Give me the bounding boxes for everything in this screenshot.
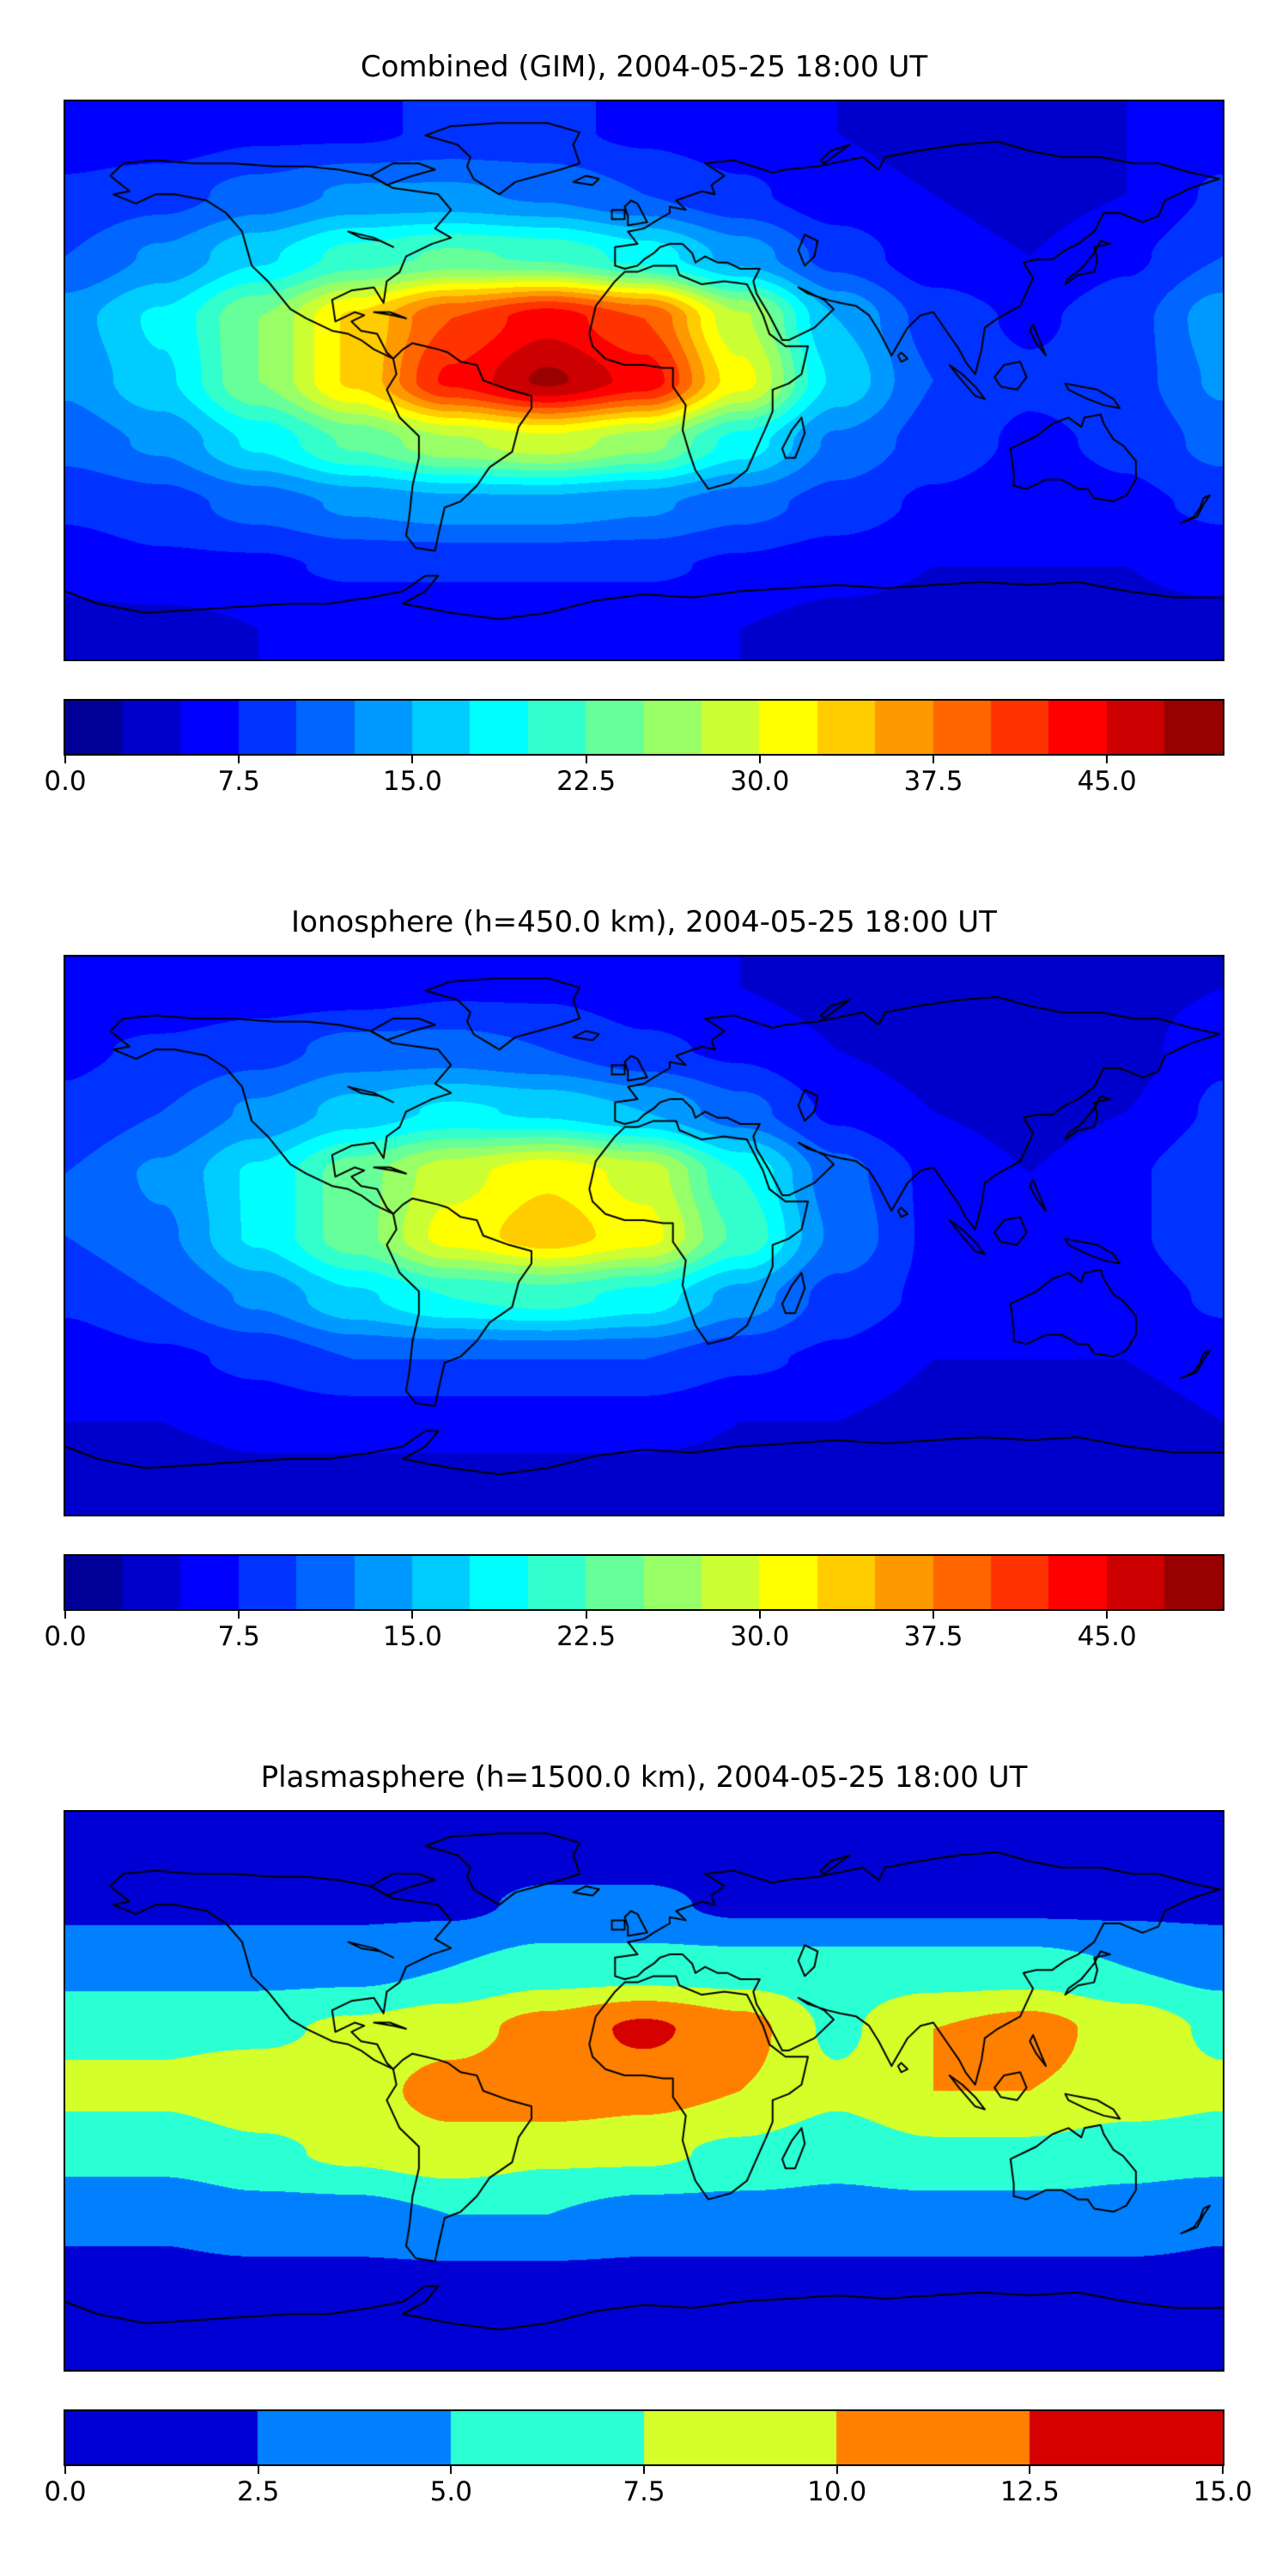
colorbar-tick-labels-plasmasphere: 0.0 2.5 5.0 7.5 10.0 12.5 15.0 bbox=[44, 2466, 1253, 2516]
colorbar-tick-label: 0.0 bbox=[44, 766, 87, 797]
colorbar-tick-label: 30.0 bbox=[730, 766, 790, 797]
colorbar-canvas-ionosphere bbox=[64, 1554, 1224, 1611]
map-canvas-plasmasphere bbox=[64, 1810, 1224, 2372]
panel-combined: Combined (GIM), 2004-05-25 18:00 UT 0.0 7… bbox=[44, 50, 1288, 805]
colorbar-tick-label: 37.5 bbox=[903, 1621, 963, 1652]
colorbar-tick bbox=[1106, 756, 1109, 763]
colorbar-tick-label: 15.0 bbox=[382, 1621, 442, 1652]
colorbar-tick-label: 12.5 bbox=[999, 2476, 1060, 2507]
colorbar-tick-label: 7.5 bbox=[623, 2476, 665, 2507]
colorbar-tick bbox=[1106, 1611, 1109, 1619]
colorbar-tick-label: 0.0 bbox=[44, 1621, 87, 1652]
colorbar-canvas-combined bbox=[64, 699, 1224, 756]
colorbar-tick bbox=[643, 2466, 645, 2474]
colorbar-tick bbox=[238, 756, 240, 763]
panel-plasmasphere: Plasmasphere (h=1500.0 km), 2004-05-25 1… bbox=[44, 1760, 1288, 2516]
colorbar-tick-label: 7.5 bbox=[217, 1621, 260, 1652]
colorbar-tick-label: 22.5 bbox=[556, 1621, 617, 1652]
colorbar-tick-label: 22.5 bbox=[556, 766, 617, 797]
panel-title-plasmasphere: Plasmasphere (h=1500.0 km), 2004-05-25 1… bbox=[260, 1760, 1028, 1795]
colorbar-tick bbox=[257, 2466, 259, 2474]
colorbar-tick bbox=[64, 1611, 66, 1619]
colorbar-tick-label: 10.0 bbox=[807, 2476, 867, 2507]
colorbar-tick-label: 5.0 bbox=[429, 2476, 472, 2507]
colorbar-canvas-plasmasphere bbox=[64, 2409, 1224, 2466]
panel-title-combined: Combined (GIM), 2004-05-25 18:00 UT bbox=[360, 50, 928, 84]
panel-title-ionosphere: Ionosphere (h=450.0 km), 2004-05-25 18:0… bbox=[291, 905, 997, 939]
colorbar-tick bbox=[64, 756, 66, 763]
colorbar-plasmasphere: 0.0 2.5 5.0 7.5 10.0 12.5 15.0 bbox=[44, 2409, 1253, 2516]
colorbar-tick bbox=[933, 1611, 934, 1619]
colorbar-tick-label: 37.5 bbox=[903, 766, 963, 797]
colorbar-tick bbox=[1222, 2466, 1224, 2474]
colorbar-tick bbox=[64, 2466, 66, 2474]
figure: Combined (GIM), 2004-05-25 18:00 UT 0.0 7… bbox=[44, 50, 1288, 2516]
map-canvas-ionosphere bbox=[64, 955, 1224, 1516]
colorbar-ionosphere: 0.0 7.5 15.0 22.5 30.0 37.5 45.0 bbox=[44, 1554, 1224, 1661]
colorbar-tick-label: 30.0 bbox=[730, 1621, 790, 1652]
colorbar-tick bbox=[758, 756, 761, 763]
map-canvas-combined bbox=[64, 100, 1224, 661]
colorbar-tick bbox=[585, 1611, 587, 1619]
colorbar-tick-label: 45.0 bbox=[1077, 766, 1137, 797]
colorbar-tick-label: 45.0 bbox=[1077, 1621, 1137, 1652]
colorbar-tick bbox=[238, 1611, 240, 1619]
colorbar-tick bbox=[1029, 2466, 1031, 2474]
colorbar-tick bbox=[411, 1611, 414, 1619]
colorbar-tick bbox=[758, 1611, 761, 1619]
panel-ionosphere: Ionosphere (h=450.0 km), 2004-05-25 18:0… bbox=[44, 905, 1288, 1661]
colorbar-tick bbox=[450, 2466, 453, 2474]
colorbar-tick-label: 15.0 bbox=[382, 766, 442, 797]
colorbar-combined: 0.0 7.5 15.0 22.5 30.0 37.5 45.0 bbox=[44, 699, 1224, 805]
colorbar-tick-label: 0.0 bbox=[44, 2476, 87, 2507]
colorbar-tick-label: 2.5 bbox=[237, 2476, 280, 2507]
colorbar-tick-labels-combined: 0.0 7.5 15.0 22.5 30.0 37.5 45.0 bbox=[44, 756, 1223, 805]
colorbar-tick-label: 15.0 bbox=[1193, 2476, 1253, 2507]
colorbar-tick bbox=[933, 756, 934, 763]
colorbar-tick bbox=[411, 756, 414, 763]
colorbar-tick-labels-ionosphere: 0.0 7.5 15.0 22.5 30.0 37.5 45.0 bbox=[44, 1611, 1223, 1661]
colorbar-tick bbox=[835, 2466, 838, 2474]
colorbar-tick bbox=[585, 756, 587, 763]
colorbar-tick-label: 7.5 bbox=[217, 766, 260, 797]
